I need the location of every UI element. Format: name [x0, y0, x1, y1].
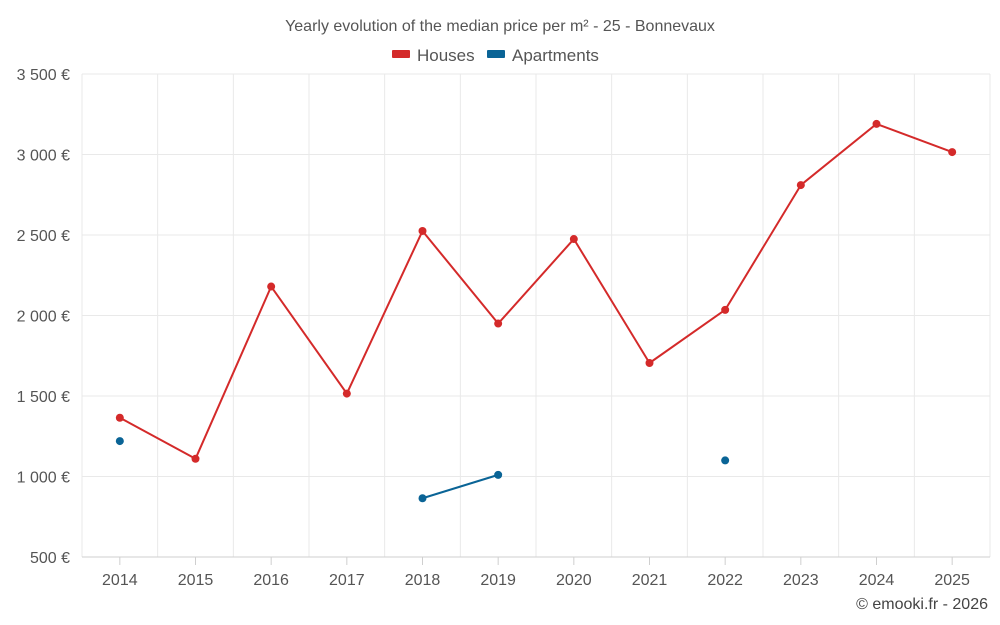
- point-apartments-2018[interactable]: [418, 494, 427, 503]
- series-houses: [115, 119, 957, 463]
- y-tick-label: 3 500 €: [17, 67, 70, 84]
- y-tick-label: 1 000 €: [17, 470, 70, 487]
- y-tick-label: 1 500 €: [17, 389, 70, 406]
- point-houses-2021[interactable]: [645, 358, 654, 367]
- point-apartments-2022[interactable]: [721, 456, 730, 465]
- y-tick-label: 500 €: [30, 550, 70, 567]
- point-houses-2017[interactable]: [342, 389, 351, 398]
- y-tick-label: 3 000 €: [17, 148, 70, 165]
- legend-swatch-apartments: [487, 50, 505, 58]
- grid-lines: [81, 73, 991, 557]
- legend-label-houses: Houses: [417, 46, 475, 65]
- point-houses-2019[interactable]: [494, 319, 503, 328]
- legend: Houses Apartments: [392, 46, 599, 65]
- point-apartments-2019[interactable]: [494, 470, 503, 479]
- series-line-houses: [119, 122, 953, 460]
- x-tick-label-2014: 2014: [102, 572, 138, 589]
- point-houses-2015[interactable]: [191, 454, 200, 463]
- legend-label-apartments: Apartments: [512, 46, 599, 65]
- series-line-apartments: [422, 473, 499, 500]
- point-houses-2018[interactable]: [418, 226, 427, 235]
- point-apartments-2014[interactable]: [115, 437, 124, 446]
- x-tick-label-2015: 2015: [178, 572, 214, 589]
- x-tick-label-2019: 2019: [480, 572, 516, 589]
- x-tick-label-2020: 2020: [556, 572, 592, 589]
- legend-swatch-houses: [392, 50, 410, 58]
- point-houses-2016[interactable]: [267, 282, 276, 291]
- x-tick-label-2023: 2023: [783, 572, 819, 589]
- point-houses-2023[interactable]: [796, 181, 805, 190]
- series-apartments: [115, 437, 730, 503]
- point-houses-2020[interactable]: [569, 235, 578, 244]
- chart-title: Yearly evolution of the median price per…: [285, 18, 715, 35]
- x-tick-label-2024: 2024: [859, 572, 895, 589]
- x-tick-label-2018: 2018: [405, 572, 441, 589]
- y-tick-label: 2 500 €: [17, 228, 70, 245]
- series: [115, 119, 957, 503]
- point-houses-2022[interactable]: [721, 305, 730, 314]
- x-tick-label-2017: 2017: [329, 572, 365, 589]
- y-tick-label: 2 000 €: [17, 309, 70, 326]
- axes: 500 € 1 000 € 1 500 € 2 000 € 2 500 € 3 000 €…: [17, 67, 990, 589]
- x-tick-label-2022: 2022: [707, 572, 743, 589]
- point-houses-2014[interactable]: [115, 413, 124, 422]
- x-tick-label-2016: 2016: [253, 572, 289, 589]
- legend-item-apartments[interactable]: Apartments: [487, 46, 599, 65]
- point-houses-2025[interactable]: [948, 148, 957, 157]
- x-tick-label-2025: 2025: [934, 572, 970, 589]
- legend-item-houses[interactable]: Houses: [392, 46, 475, 65]
- credit-text: © emooki.fr - 2026: [856, 596, 988, 613]
- point-houses-2024[interactable]: [872, 119, 881, 128]
- x-tick-label-2021: 2021: [632, 572, 668, 589]
